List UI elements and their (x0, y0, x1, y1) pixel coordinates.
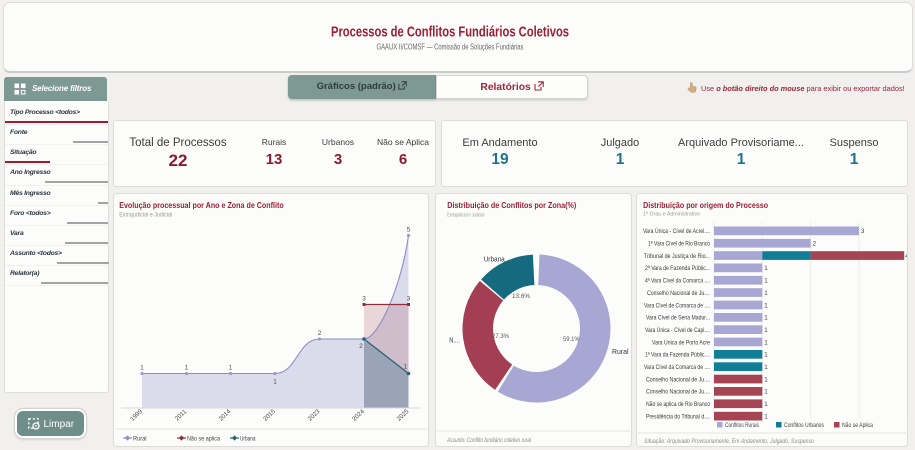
svg-text:1: 1 (764, 389, 768, 396)
svg-text:Rural: Rural (133, 436, 147, 443)
svg-text:Evolução processual por Ano e: Evolução processual por Ano e Zona de Co… (119, 201, 284, 210)
svg-text:1: 1 (764, 315, 768, 322)
svg-text:3: 3 (861, 228, 865, 235)
svg-text:3: 3 (407, 296, 411, 303)
svg-text:Conflitos Rurais: Conflitos Rurais (725, 423, 759, 429)
svg-text:Assunto: Conflito fundiário co: Assunto: Conflito fundiário coletivo rur… (446, 438, 531, 444)
svg-text:Urbana: Urbana (240, 436, 256, 443)
svg-text:1º Grau e Administrativo: 1º Grau e Administrativo (643, 211, 700, 218)
svg-text:2014: 2014 (218, 408, 233, 423)
svg-text:Conselho Nacional de Ju....: Conselho Nacional de Ju.... (646, 377, 710, 383)
svg-text:1: 1 (764, 352, 768, 359)
svg-text:Processos de Conflitos Fundiár: Processos de Conflitos Fundiários Coleti… (331, 24, 569, 41)
svg-text:2023: 2023 (307, 408, 322, 423)
svg-text:1999: 1999 (129, 408, 144, 423)
svg-text:2015: 2015 (262, 408, 277, 423)
svg-text:1: 1 (764, 401, 768, 408)
svg-text:59.1%: 59.1% (563, 336, 580, 343)
svg-text:3: 3 (362, 296, 366, 303)
svg-text:5: 5 (407, 227, 411, 234)
svg-text:27.3%: 27.3% (492, 333, 509, 340)
svg-text:Extrajudicial e Judicial: Extrajudicial e Judicial (447, 213, 484, 219)
svg-text:2011: 2011 (174, 408, 189, 423)
svg-text:2025: 2025 (396, 408, 411, 423)
svg-text:1: 1 (764, 302, 768, 309)
svg-text:Situação: Arquivado Provisoria: Situação: Arquivado Provisoriamente, Em … (644, 439, 815, 445)
svg-text:Vara Cível de Sena Madur...: Vara Cível de Sena Madur... (646, 316, 710, 322)
svg-text:Rural: Rural (612, 347, 629, 356)
svg-text:Não se Aplica: Não se Aplica (842, 423, 874, 429)
svg-text:1: 1 (764, 413, 768, 420)
svg-text:1: 1 (404, 364, 408, 371)
svg-text:4: 4 (905, 253, 907, 260)
svg-text:1: 1 (273, 379, 277, 386)
svg-text:Conselho Nacional de Ju....: Conselho Nacional de Ju.... (646, 390, 710, 396)
svg-text:Tribunal de Justiça de Rio...: Tribunal de Justiça de Rio... (644, 254, 710, 260)
svg-text:1: 1 (229, 365, 233, 372)
svg-text:1: 1 (764, 290, 768, 297)
svg-text:Não se aplica de Rio Branco: Não se aplica de Rio Branco (646, 402, 711, 408)
svg-text:2: 2 (813, 241, 817, 248)
svg-text:Urbana: Urbana (484, 254, 506, 263)
svg-text:Distribuição de Conflitos por: Distribuição de Conflitos por Zona(%) (447, 201, 576, 210)
svg-text:1: 1 (764, 339, 768, 346)
svg-text:13.6%: 13.6% (512, 293, 530, 300)
svg-text:1: 1 (764, 265, 768, 272)
svg-text:Extrajudicial e Judicial: Extrajudicial e Judicial (119, 212, 172, 219)
svg-text:1: 1 (764, 364, 768, 371)
svg-text:Presidência do Tribunal d....: Presidência do Tribunal d.... (646, 414, 710, 420)
svg-text:Conflitos Urbanos: Conflitos Urbanos (784, 423, 824, 429)
svg-text:1ª Vara Cível de Rio Branco: 1ª Vara Cível de Rio Branco (648, 241, 711, 248)
svg-text:4ª Vara Cível da Comarca ....: 4ª Vara Cível da Comarca .... (645, 278, 710, 285)
svg-text:Vara Cível de Comarca de ....: Vara Cível de Comarca de .... (644, 303, 710, 309)
svg-text:Vara Cível da Comarca de ....: Vara Cível da Comarca de .... (644, 365, 710, 371)
svg-text:N....: N.... (449, 336, 460, 345)
svg-text:1: 1 (140, 365, 144, 372)
svg-text:2ª Vara de Fazenda Públic...: 2ª Vara de Fazenda Públic... (645, 265, 710, 272)
svg-text:Distribuição por origem do Pro: Distribuição por origem do Processo (643, 201, 768, 210)
svg-text:2024: 2024 (351, 408, 366, 423)
svg-text:Vara Única de Porto Acre: Vara Única de Porto Acre (652, 339, 711, 346)
svg-text:2: 2 (318, 330, 322, 337)
svg-text:1: 1 (764, 278, 768, 285)
svg-text:Vara Única - Cível de Capi....: Vara Única - Cível de Capi.... (645, 327, 710, 334)
svg-text:Conselho Nacional de Ju....: Conselho Nacional de Ju.... (647, 291, 710, 297)
svg-text:Vara Única - Cível de Acrel...: Vara Única - Cível de Acrel.... (643, 228, 710, 235)
svg-text:2: 2 (359, 343, 363, 350)
svg-text:1: 1 (764, 327, 768, 334)
svg-text:1: 1 (764, 376, 768, 383)
svg-text:1: 1 (185, 365, 189, 372)
svg-text:Não se aplica: Não se aplica (187, 436, 220, 443)
svg-text:1ª Vara da Fazenda Públic....: 1ª Vara da Fazenda Públic.... (645, 352, 710, 359)
svg-text:GAAUX II/COMSF — Comissão de S: GAAUX II/COMSF — Comissão de Soluções Fu… (377, 43, 524, 52)
